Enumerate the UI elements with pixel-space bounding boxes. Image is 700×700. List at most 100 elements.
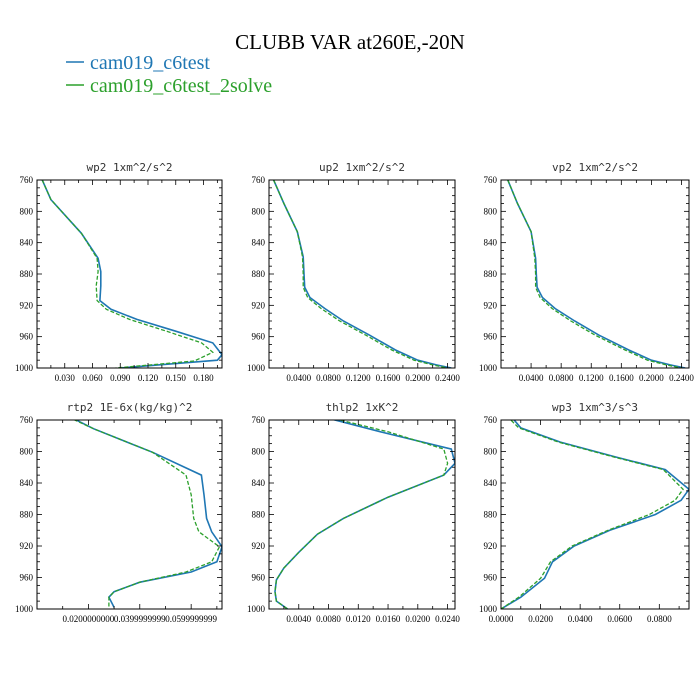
- x-tick-label: 0.0400: [568, 614, 593, 624]
- y-tick-label: 1000: [479, 363, 498, 373]
- y-tick-label: 1000: [247, 363, 266, 373]
- y-tick-label: 840: [484, 478, 498, 488]
- x-tick-label: 0.1200: [579, 373, 604, 383]
- panel-title: wp3 1xm^3/s^3: [552, 401, 638, 414]
- y-tick-label: 920: [20, 541, 34, 551]
- plot-frame: [500, 419, 690, 610]
- panels: wp2 1xm^2/s^2 760 800 840 880 920 960 1000 0.030…: [15, 161, 694, 624]
- x-tick-label: 0.2000: [405, 373, 430, 383]
- panel-title: thlp2 1xK^2: [326, 401, 399, 414]
- x-tick-label: 0.0240: [435, 614, 460, 624]
- x-tick-label: 0.150: [166, 373, 187, 383]
- series-line-cam019-c6test: [74, 420, 222, 608]
- y-tick-label: 840: [252, 478, 266, 488]
- x-tick-label: 0.0040: [286, 614, 311, 624]
- y-tick-label: 760: [484, 175, 498, 185]
- panel-3: vp2 1xm^2/s^2 760 800 840 880 920 960 1000 0.040…: [479, 161, 694, 383]
- figure-title: CLUBB VAR at260E,-20N: [235, 30, 465, 54]
- x-tick-label: 0.0400: [519, 373, 544, 383]
- y-tick-label: 840: [20, 238, 34, 248]
- x-tick-label: 0.0800: [549, 373, 574, 383]
- y-tick-label: 760: [484, 415, 498, 425]
- x-tick-label: 0.0120: [346, 614, 371, 624]
- x-tick-label: 0.0599999999: [165, 614, 217, 624]
- y-tick-label: 760: [252, 175, 266, 185]
- series-line-cam019-c6test: [272, 180, 452, 368]
- x-tick-label: 0.0800: [647, 614, 672, 624]
- panel-5: thlp2 1xK^2 760 800 840 880 920 960 1000 0.0040 0…: [247, 401, 460, 624]
- panel-title: wp2 1xm^2/s^2: [86, 161, 172, 174]
- legend-label-cam019-c6test-2solve: cam019_c6test_2solve: [90, 75, 272, 97]
- y-tick-label: 880: [484, 269, 498, 279]
- series-line-cam019-c6test-2solve: [272, 180, 448, 368]
- y-tick-label: 1000: [247, 604, 266, 614]
- y-tick-label: 960: [252, 332, 266, 342]
- panel-title: vp2 1xm^2/s^2: [552, 161, 638, 174]
- x-tick-label: 0.0800: [316, 373, 341, 383]
- series-line-cam019-c6test: [506, 180, 686, 368]
- x-tick-label: 0.090: [110, 373, 131, 383]
- plot-frame: [500, 179, 690, 369]
- x-tick-label: 0.120: [138, 373, 159, 383]
- y-tick-label: 1000: [479, 604, 498, 614]
- series-line-cam019-c6test-2solve: [274, 420, 449, 609]
- y-tick-label: 760: [20, 415, 34, 425]
- y-tick-label: 800: [20, 206, 34, 216]
- series-line-cam019-c6test-2solve: [507, 180, 682, 368]
- y-tick-label: 800: [484, 206, 498, 216]
- series-line-cam019-c6test: [41, 180, 222, 368]
- y-tick-label: 920: [252, 300, 266, 310]
- y-tick-label: 880: [20, 269, 34, 279]
- y-tick-label: 920: [252, 541, 266, 551]
- y-tick-label: 960: [252, 573, 266, 583]
- plot-frame: [268, 179, 456, 369]
- y-tick-label: 840: [252, 238, 266, 248]
- y-tick-label: 880: [484, 510, 498, 520]
- series-line-cam019-c6test-2solve: [501, 420, 684, 609]
- y-tick-label: 920: [484, 541, 498, 551]
- x-tick-label: 0.2400: [435, 373, 460, 383]
- y-tick-label: 960: [484, 573, 498, 583]
- x-tick-label: 0.0160: [376, 614, 401, 624]
- x-tick-label: 0.060: [82, 373, 103, 383]
- x-tick-label: 0.0600: [607, 614, 632, 624]
- x-tick-label: 0.2400: [669, 373, 694, 383]
- y-tick-label: 960: [20, 573, 34, 583]
- x-tick-label: 0.2000: [639, 373, 664, 383]
- y-tick-label: 800: [252, 206, 266, 216]
- series-line-cam019-c6test-2solve: [41, 180, 214, 368]
- x-tick-label: 0.0200: [528, 614, 553, 624]
- x-tick-label: 0.1600: [376, 373, 401, 383]
- plot-frame: [268, 419, 456, 610]
- panel-2: up2 1xm^2/s^2 760 800 840 880 920 960 1000 0.040…: [247, 161, 460, 383]
- plot-frame: [36, 419, 223, 610]
- x-tick-label: 0.0400: [286, 373, 311, 383]
- x-tick-label: 0.0000: [489, 614, 514, 624]
- y-tick-label: 920: [484, 300, 498, 310]
- figure-legend: cam019_c6test cam019_c6test_2solve: [66, 52, 272, 97]
- x-tick-label: 0.0200000000: [63, 614, 115, 624]
- y-tick-label: 880: [20, 510, 34, 520]
- y-tick-label: 840: [20, 478, 34, 488]
- y-tick-label: 880: [252, 510, 266, 520]
- series-line-cam019-c6test: [501, 420, 689, 609]
- panel-title: rtp2 1E-6x(kg/kg)^2: [67, 401, 193, 414]
- y-tick-label: 760: [252, 415, 266, 425]
- y-tick-label: 880: [252, 269, 266, 279]
- panel-title: up2 1xm^2/s^2: [319, 161, 405, 174]
- y-tick-label: 800: [484, 447, 498, 457]
- plot-frame: [36, 179, 223, 369]
- x-tick-label: 0.180: [193, 373, 214, 383]
- y-tick-label: 960: [484, 332, 498, 342]
- x-tick-label: 0.0399999999: [114, 614, 166, 624]
- y-tick-label: 920: [20, 300, 34, 310]
- panel-1: wp2 1xm^2/s^2 760 800 840 880 920 960 1000 0.030…: [15, 161, 223, 383]
- x-tick-label: 0.0080: [316, 614, 341, 624]
- y-tick-label: 1000: [15, 604, 34, 614]
- x-tick-label: 0.1200: [346, 373, 371, 383]
- x-tick-label: 0.030: [55, 373, 76, 383]
- y-tick-label: 840: [484, 238, 498, 248]
- y-tick-label: 800: [20, 447, 34, 457]
- panel-4: rtp2 1E-6x(kg/kg)^2 760 800 840 880 920 960 100…: [15, 401, 223, 624]
